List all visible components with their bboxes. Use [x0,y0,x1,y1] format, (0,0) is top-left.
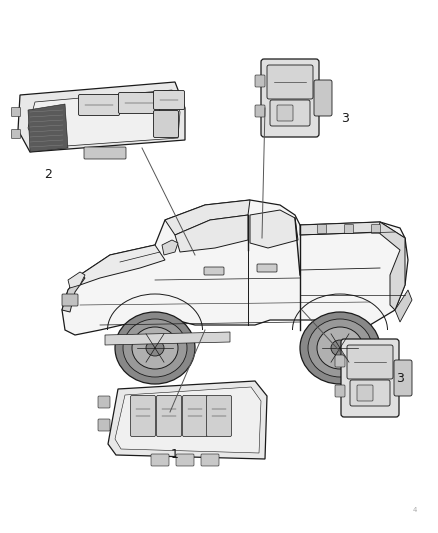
FancyBboxPatch shape [255,75,265,87]
FancyBboxPatch shape [98,396,110,408]
Polygon shape [105,332,230,345]
FancyBboxPatch shape [277,105,293,121]
FancyBboxPatch shape [119,93,159,114]
FancyBboxPatch shape [335,355,345,367]
Ellipse shape [331,340,349,356]
Polygon shape [165,200,250,235]
FancyBboxPatch shape [267,65,313,99]
FancyBboxPatch shape [78,94,120,116]
FancyBboxPatch shape [394,360,412,396]
FancyBboxPatch shape [318,224,326,233]
FancyBboxPatch shape [131,395,155,437]
FancyBboxPatch shape [255,105,265,117]
Polygon shape [300,222,405,248]
Polygon shape [175,215,248,252]
Polygon shape [28,90,180,148]
FancyBboxPatch shape [98,419,110,431]
Text: 3: 3 [396,372,404,384]
FancyBboxPatch shape [62,294,78,306]
FancyBboxPatch shape [153,91,184,109]
FancyBboxPatch shape [335,385,345,397]
Text: 3: 3 [341,111,349,125]
FancyBboxPatch shape [84,147,126,159]
FancyBboxPatch shape [204,267,224,275]
FancyBboxPatch shape [357,385,373,401]
Ellipse shape [317,327,363,369]
Polygon shape [68,272,85,288]
Polygon shape [378,222,405,310]
FancyBboxPatch shape [345,224,353,233]
Text: 4: 4 [413,507,417,513]
Polygon shape [250,210,298,248]
FancyBboxPatch shape [183,395,208,437]
FancyBboxPatch shape [153,110,179,138]
Polygon shape [18,82,185,152]
FancyBboxPatch shape [257,264,277,272]
Polygon shape [62,200,408,335]
Text: 2: 2 [44,168,52,182]
Ellipse shape [132,327,178,369]
Ellipse shape [308,319,372,377]
Ellipse shape [146,340,164,356]
Polygon shape [62,275,85,312]
FancyBboxPatch shape [11,130,21,139]
FancyBboxPatch shape [341,339,399,417]
Polygon shape [115,387,261,453]
FancyBboxPatch shape [151,454,169,466]
Polygon shape [162,240,178,255]
Polygon shape [80,245,165,285]
FancyBboxPatch shape [11,108,21,117]
FancyBboxPatch shape [314,80,332,116]
Polygon shape [28,104,68,152]
FancyBboxPatch shape [350,380,390,406]
FancyBboxPatch shape [261,59,319,137]
Text: 1: 1 [171,448,179,462]
FancyBboxPatch shape [270,100,310,126]
FancyBboxPatch shape [201,454,219,466]
Polygon shape [108,381,267,459]
FancyBboxPatch shape [347,345,393,379]
FancyBboxPatch shape [371,224,381,233]
Ellipse shape [115,312,195,384]
FancyBboxPatch shape [206,395,232,437]
FancyBboxPatch shape [156,395,181,437]
FancyBboxPatch shape [176,454,194,466]
Polygon shape [395,290,412,322]
Ellipse shape [123,319,187,377]
Ellipse shape [300,312,380,384]
